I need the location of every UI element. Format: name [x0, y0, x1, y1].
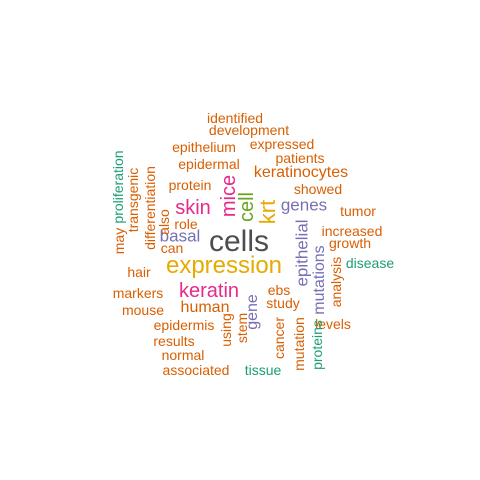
word-results: results: [153, 333, 195, 349]
word-mutations: mutations: [311, 245, 328, 315]
word-can: can: [160, 240, 184, 256]
word-human: human: [180, 299, 230, 316]
word-cancer: cancer: [271, 316, 287, 360]
word-growth: growth: [328, 235, 372, 251]
word-ebs: ebs: [267, 282, 291, 298]
word-expression: expression: [165, 252, 283, 279]
word-epithelium: epithelium: [172, 139, 236, 155]
word-cells: cells: [208, 225, 270, 258]
word-mutation: mutation: [291, 317, 307, 371]
word-identified: identified: [206, 110, 264, 126]
word-proteins: proteins: [309, 320, 325, 370]
word-stem: stem: [234, 312, 250, 344]
word-analysis: analysis: [328, 256, 344, 308]
word-basal: basal: [159, 226, 201, 246]
word-normal: normal: [161, 347, 205, 363]
word-expressed: expressed: [249, 136, 315, 152]
word-associated: associated: [162, 362, 230, 378]
word-markers: markers: [112, 285, 164, 301]
word-skin: skin: [175, 197, 211, 219]
word-mouse: mouse: [121, 302, 165, 318]
word-study: study: [266, 295, 300, 311]
word-differentiation: differentiation: [142, 166, 158, 250]
word-hair: hair: [127, 264, 151, 280]
word-tissue: tissue: [244, 362, 282, 378]
word-development: development: [208, 122, 290, 138]
word-krt: krt: [255, 199, 280, 225]
word-protein: protein: [168, 177, 212, 193]
word-epithelial: epithelial: [292, 219, 312, 287]
word-patients: patients: [275, 150, 325, 166]
word-disease: disease: [345, 255, 395, 271]
word-may: may: [111, 227, 127, 255]
word-epidermal: epidermal: [178, 156, 240, 172]
word-levels: levels: [315, 316, 351, 332]
word-epidermis: epidermis: [153, 317, 215, 333]
word-also: also: [156, 209, 172, 235]
word-cell: cell: [236, 191, 258, 223]
word-keratin: keratin: [178, 280, 240, 302]
word-proliferation: proliferation: [110, 150, 126, 224]
word-showed: showed: [293, 181, 343, 197]
word-using: using: [218, 313, 234, 347]
word-role: role: [174, 216, 198, 232]
word-tumor: tumor: [340, 203, 376, 219]
word-transgenic: transgenic: [125, 167, 141, 233]
word-genes: genes: [280, 195, 328, 215]
word-increased: increased: [321, 223, 383, 239]
word-keratinocytes: keratinocytes: [253, 164, 349, 181]
